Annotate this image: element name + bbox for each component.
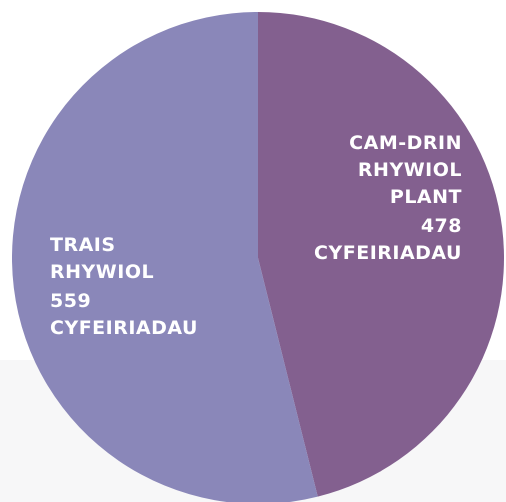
label-line: TRAIS <box>50 234 116 256</box>
value-label: 478 CYFEIRIADAU <box>314 215 462 264</box>
pie-slice <box>12 12 318 502</box>
label-line: PLANT <box>390 186 462 208</box>
pie-slice <box>258 12 504 497</box>
label-line: CYFEIRIADAU <box>50 317 198 339</box>
category-label: TRAIS RHYWIOL <box>50 234 154 283</box>
value-label: 559 CYFEIRIADAU <box>50 290 198 339</box>
label-line: 559 <box>50 290 91 312</box>
label-line: CAM-DRIN <box>349 132 462 154</box>
category-label: CAM-DRIN RHYWIOL PLANT <box>349 132 462 208</box>
label-line: RHYWIOL <box>50 261 154 283</box>
label-line: 478 <box>421 215 462 237</box>
label-line: RHYWIOL <box>358 159 462 181</box>
label-line: CYFEIRIADAU <box>314 242 462 264</box>
